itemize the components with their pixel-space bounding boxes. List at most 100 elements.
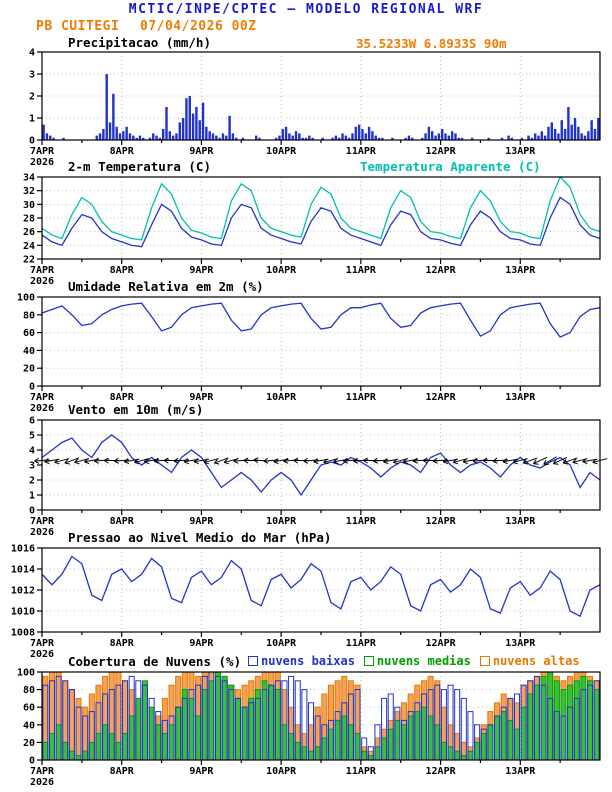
svg-text:2026: 2026 <box>30 527 54 538</box>
mid-clouds-swatch-icon <box>363 656 374 666</box>
legend-label-high-clouds: nuvens altas <box>492 654 580 668</box>
svg-text:32: 32 <box>23 186 35 197</box>
svg-text:10APR: 10APR <box>266 392 297 403</box>
svg-text:7APR: 7APR <box>30 146 55 157</box>
svg-text:40: 40 <box>23 346 35 357</box>
svg-text:2026: 2026 <box>30 777 54 788</box>
svg-text:100: 100 <box>17 293 35 304</box>
svg-text:13APR: 13APR <box>505 265 536 276</box>
svg-text:80: 80 <box>23 310 35 321</box>
svg-text:11APR: 11APR <box>346 638 377 649</box>
svg-text:2: 2 <box>29 476 35 487</box>
run-datetime: 07/04/2026 00Z <box>140 19 257 34</box>
svg-text:8APR: 8APR <box>110 392 135 403</box>
svg-text:6: 6 <box>29 416 35 427</box>
svg-text:10APR: 10APR <box>266 146 297 157</box>
svg-text:11APR: 11APR <box>346 265 377 276</box>
panel-title-precipitation: Precipitacao (mm/h) <box>68 35 211 50</box>
legend-label-low-clouds: nuvens baixas <box>261 654 355 668</box>
svg-text:28: 28 <box>23 214 35 225</box>
location-coordinates: 35.5233W 6.8933S 90m <box>356 36 507 51</box>
svg-text:60: 60 <box>23 703 35 714</box>
svg-text:7APR: 7APR <box>30 638 55 649</box>
high-clouds-swatch-icon <box>479 656 490 666</box>
svg-text:11APR: 11APR <box>346 146 377 157</box>
cloud-legend: nuvens baixas nuvens medias nuvens altas <box>248 654 580 668</box>
svg-text:10APR: 10APR <box>266 516 297 527</box>
svg-text:1: 1 <box>29 491 35 502</box>
panel-title-humidity: Umidade Relativa em 2m (%) <box>68 279 264 294</box>
legend-item-low-clouds: nuvens baixas <box>248 654 355 668</box>
svg-text:10APR: 10APR <box>266 638 297 649</box>
svg-text:12APR: 12APR <box>426 516 457 527</box>
svg-text:0: 0 <box>29 506 35 517</box>
low-clouds-swatch-icon <box>248 656 258 666</box>
svg-text:12APR: 12APR <box>426 265 457 276</box>
svg-text:1008: 1008 <box>11 628 35 639</box>
svg-text:80: 80 <box>23 685 35 696</box>
svg-text:8APR: 8APR <box>110 638 135 649</box>
panel-title-clouds: Cobertura de Nuvens (%) <box>68 654 242 669</box>
svg-text:2026: 2026 <box>30 157 54 168</box>
svg-text:4: 4 <box>29 48 35 59</box>
svg-text:11APR: 11APR <box>346 766 377 777</box>
svg-text:4: 4 <box>29 446 35 457</box>
svg-text:1: 1 <box>29 114 35 125</box>
page-title: MCTIC/INPE/CPTEC — MODELO REGIONAL WRF <box>128 2 484 17</box>
svg-text:12APR: 12APR <box>426 638 457 649</box>
svg-text:1014: 1014 <box>11 565 35 576</box>
svg-text:5: 5 <box>29 431 35 442</box>
svg-text:7APR: 7APR <box>30 265 55 276</box>
svg-text:8APR: 8APR <box>110 766 135 777</box>
svg-text:2: 2 <box>29 92 35 103</box>
svg-text:22: 22 <box>23 255 35 266</box>
svg-text:8APR: 8APR <box>110 146 135 157</box>
svg-text:8APR: 8APR <box>110 265 135 276</box>
svg-text:2026: 2026 <box>30 276 54 287</box>
svg-text:2026: 2026 <box>30 403 54 414</box>
svg-text:12APR: 12APR <box>426 146 457 157</box>
svg-text:60: 60 <box>23 328 35 339</box>
svg-text:1010: 1010 <box>11 607 35 618</box>
svg-text:26: 26 <box>23 227 35 238</box>
svg-text:13APR: 13APR <box>505 638 536 649</box>
svg-text:2026: 2026 <box>30 649 54 660</box>
svg-text:12APR: 12APR <box>426 392 457 403</box>
svg-text:100: 100 <box>17 668 35 679</box>
svg-text:9APR: 9APR <box>189 265 214 276</box>
svg-text:1012: 1012 <box>11 586 35 597</box>
svg-text:7APR: 7APR <box>30 766 55 777</box>
svg-text:30: 30 <box>23 200 35 211</box>
svg-text:10APR: 10APR <box>266 766 297 777</box>
svg-text:9APR: 9APR <box>189 516 214 527</box>
svg-text:10APR: 10APR <box>266 265 297 276</box>
svg-text:34: 34 <box>23 173 35 184</box>
legend-label-mid-clouds: nuvens medias <box>376 654 471 668</box>
svg-text:9APR: 9APR <box>189 766 214 777</box>
svg-text:3: 3 <box>29 461 35 472</box>
svg-text:13APR: 13APR <box>505 516 536 527</box>
svg-text:13APR: 13APR <box>505 392 536 403</box>
panel-title-wind: Vento em 10m (m/s) <box>68 402 204 417</box>
svg-text:24: 24 <box>23 241 35 252</box>
legend-item-mid-clouds: nuvens medias <box>363 654 471 668</box>
svg-text:9APR: 9APR <box>189 638 214 649</box>
svg-text:20: 20 <box>23 364 35 375</box>
station-name: PB CUITEGI <box>36 19 120 34</box>
svg-text:0: 0 <box>29 382 35 393</box>
svg-text:11APR: 11APR <box>346 516 377 527</box>
svg-text:0: 0 <box>29 756 35 767</box>
svg-text:20: 20 <box>23 738 35 749</box>
svg-text:3: 3 <box>29 70 35 81</box>
legend-item-high-clouds: nuvens altas <box>479 654 580 668</box>
svg-text:13APR: 13APR <box>505 766 536 777</box>
panel-title-temperature: 2-m Temperatura (C) <box>68 159 211 174</box>
svg-text:9APR: 9APR <box>189 146 214 157</box>
svg-text:12APR: 12APR <box>426 766 457 777</box>
panel-title-pressure: Pressao ao Nivel Medio do Mar (hPa) <box>68 530 332 545</box>
svg-text:13APR: 13APR <box>505 146 536 157</box>
svg-text:11APR: 11APR <box>346 392 377 403</box>
svg-text:0: 0 <box>29 136 35 147</box>
